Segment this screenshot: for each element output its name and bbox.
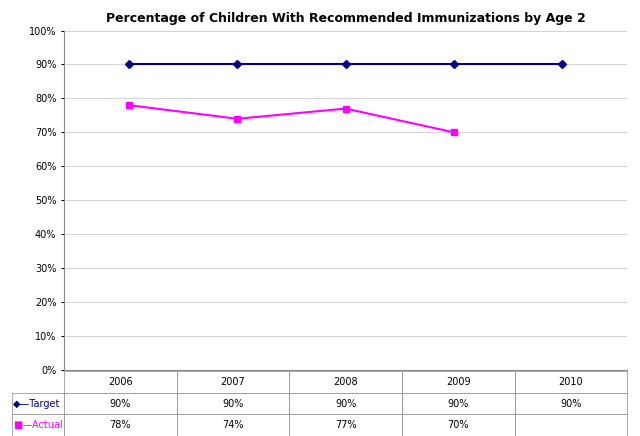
- Target: [234, 62, 241, 67]
- Actual: [450, 130, 458, 135]
- Target: [450, 62, 458, 67]
- Target: [342, 62, 349, 67]
- Target: [558, 62, 566, 67]
- Title: Percentage of Children With Recommended Immunizations by Age 2: Percentage of Children With Recommended …: [106, 12, 586, 25]
- Actual: [342, 106, 349, 111]
- Actual: [125, 102, 133, 108]
- Line: Target: Target: [126, 61, 565, 67]
- Actual: [234, 116, 241, 121]
- Target: [125, 62, 133, 67]
- Line: Actual: Actual: [125, 102, 458, 136]
